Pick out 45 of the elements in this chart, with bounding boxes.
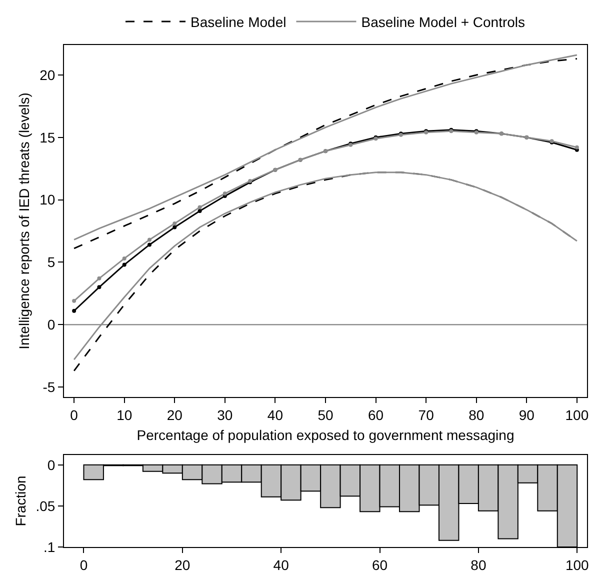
x-tick-label: 10 — [116, 406, 132, 423]
point — [97, 276, 102, 280]
point — [198, 205, 202, 210]
point — [172, 225, 177, 230]
x-tick-label: 90 — [518, 406, 535, 423]
y-tick-label: 5 — [47, 254, 56, 270]
point — [122, 262, 126, 267]
x-tick-label: 50 — [318, 406, 334, 423]
point — [172, 222, 177, 226]
x-tick-label: 20 — [166, 406, 183, 423]
x-tick-label: 70 — [418, 406, 434, 423]
y-tick-label: .05 — [36, 498, 56, 514]
y-tick-label: .1 — [44, 538, 56, 555]
x-tick-label: 40 — [267, 406, 284, 423]
x-tick-label: 60 — [372, 556, 388, 573]
legend-label: Baseline Model — [190, 14, 286, 30]
x-tick-label: 20 — [174, 556, 190, 573]
y-tick-label: 20 — [40, 66, 56, 83]
x-tick-label: 30 — [217, 406, 233, 423]
x-tick-label: 100 — [565, 406, 589, 423]
x-tick-label: 80 — [468, 406, 484, 423]
legend-label: Baseline Model + Controls — [361, 14, 526, 30]
x-tick-label: 80 — [470, 556, 486, 573]
point — [72, 298, 76, 303]
y-tick-label: 10 — [40, 192, 56, 208]
y-tick-label: 0 — [47, 456, 56, 473]
x-tick-label: 40 — [273, 556, 290, 573]
point — [147, 238, 152, 242]
x-tick-label: 0 — [70, 406, 78, 423]
point — [198, 209, 202, 214]
x-axis-title: Percentage of population exposed to government messaging — [136, 427, 514, 444]
point — [72, 308, 76, 313]
y-axis-title: Intelligence reports of IED threats (levels) — [16, 92, 32, 350]
y-tick-label: 15 — [40, 129, 56, 146]
x-tick-label: 60 — [368, 406, 384, 423]
point — [222, 192, 227, 196]
x-tick-label: 100 — [565, 556, 590, 573]
y-tick-label: -5 — [42, 378, 56, 395]
point — [97, 285, 102, 290]
point — [147, 242, 152, 247]
y-tick-label: 0 — [47, 316, 56, 332]
point — [574, 145, 579, 150]
x-tick-label: 0 — [80, 556, 88, 573]
y-axis-title: Fraction — [12, 476, 28, 526]
point — [122, 256, 126, 260]
